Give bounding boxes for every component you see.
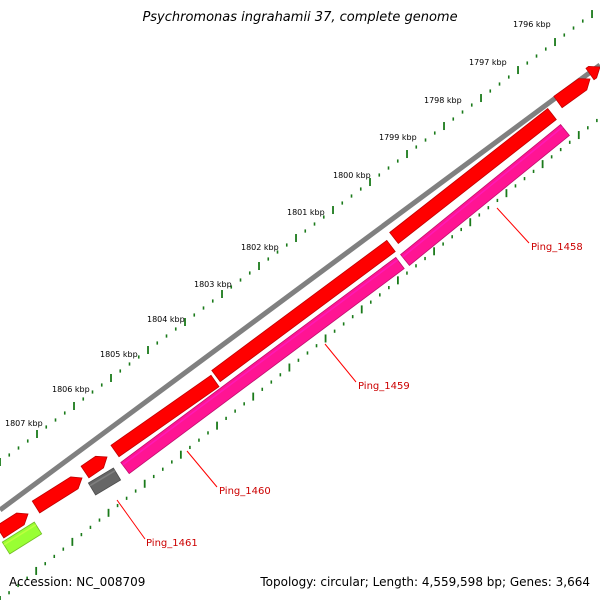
gene-feature-forward-highlight bbox=[587, 68, 591, 72]
gene-feature-ping-1461 bbox=[1, 521, 43, 555]
scale-label: 1798 kbp bbox=[424, 96, 462, 105]
gene-feature-ping-1458-highlight bbox=[402, 126, 564, 258]
gene-feature-forward-highlight bbox=[213, 242, 390, 374]
gene-feature-forward bbox=[110, 374, 220, 458]
gene-label-ping-1461: Ping_1461 bbox=[146, 538, 198, 549]
gene-feature-ping-1458 bbox=[400, 124, 570, 266]
gene-feature-forward bbox=[389, 107, 557, 245]
gene-feature-forward-highlight bbox=[391, 110, 551, 236]
gene-feature-ping-1459 bbox=[120, 256, 405, 475]
gene-feature-forward bbox=[0, 512, 29, 539]
scale-label: 1796 kbp bbox=[513, 20, 551, 29]
gene-feature-ping-1460-highlight bbox=[89, 470, 116, 487]
gene-label-ping-1460: Ping_1460 bbox=[219, 486, 271, 497]
gene-label-line bbox=[116, 499, 146, 540]
scale-label: 1801 kbp bbox=[287, 208, 325, 217]
scale-label: 1807 kbp bbox=[5, 419, 43, 428]
gene-label-ping-1458: Ping_1458 bbox=[531, 242, 583, 253]
scale-labels: 1796 kbp 1797 kbp 1798 kbp 1799 kbp 1800… bbox=[5, 20, 551, 428]
scale-label: 1802 kbp bbox=[241, 243, 279, 252]
topology-text: Topology: circular; Length: 4,559,598 bp… bbox=[260, 575, 590, 589]
gene-features bbox=[0, 65, 600, 555]
accession-text: Accession: NC_008709 bbox=[9, 575, 146, 589]
genome-backbone bbox=[0, 62, 600, 513]
scale-label: 1804 kbp bbox=[147, 315, 185, 324]
scale-label: 1797 kbp bbox=[469, 58, 507, 67]
gene-feature-forward bbox=[31, 476, 83, 514]
gene-feature-ping-1459-highlight bbox=[122, 259, 399, 466]
map-title: Psychromonas ingrahamii 37, complete gen… bbox=[142, 10, 458, 25]
gene-feature-forward-highlight bbox=[82, 458, 98, 470]
gene-feature-forward bbox=[553, 78, 591, 109]
gene-label-ping-1459: Ping_1459 bbox=[358, 381, 410, 392]
gene-label-lines bbox=[116, 207, 530, 540]
gene-feature-forward bbox=[80, 455, 108, 479]
scale-label: 1803 kbp bbox=[194, 280, 232, 289]
gene-feature-ping-1460 bbox=[87, 467, 122, 496]
gene-feature-forward-highlight bbox=[0, 514, 19, 529]
gene-labels: Ping_1458 Ping_1459 Ping_1460 Ping_1461 bbox=[146, 242, 583, 549]
gene-feature-forward-highlight bbox=[555, 80, 581, 100]
scale-label: 1800 kbp bbox=[333, 171, 371, 180]
gene-feature-forward bbox=[211, 239, 396, 383]
gene-feature-forward-highlight bbox=[33, 478, 73, 505]
scale-label: 1799 kbp bbox=[379, 133, 417, 142]
outer-tick-dots bbox=[0, 10, 593, 466]
gene-label-line bbox=[186, 450, 218, 488]
inner-tick-dots bbox=[0, 118, 598, 600]
gene-label-line bbox=[324, 343, 357, 383]
scale-label: 1805 kbp bbox=[100, 350, 138, 359]
gene-feature-ping-1461-highlight bbox=[3, 524, 37, 546]
gene-label-line bbox=[496, 207, 530, 244]
gene-feature-forward-highlight bbox=[112, 377, 214, 449]
scale-label: 1806 kbp bbox=[52, 385, 90, 394]
